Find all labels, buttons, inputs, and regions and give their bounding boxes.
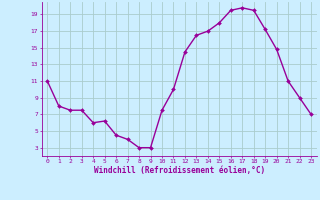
X-axis label: Windchill (Refroidissement éolien,°C): Windchill (Refroidissement éolien,°C) xyxy=(94,166,265,175)
